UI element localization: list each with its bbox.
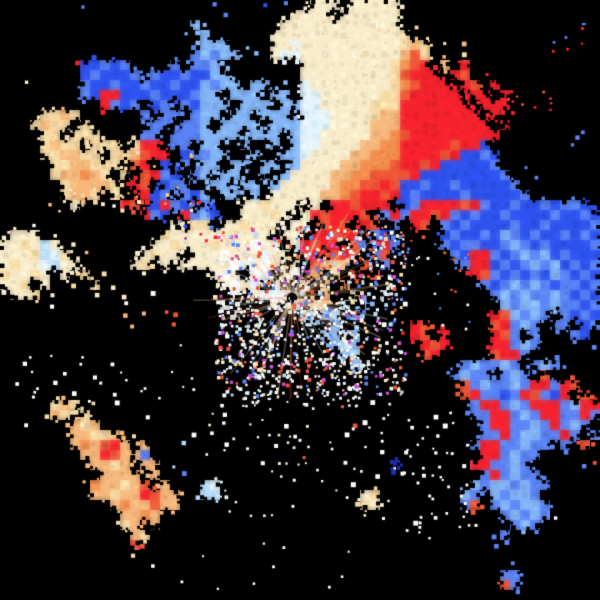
radar-velocity-image xyxy=(0,0,600,600)
radar-display xyxy=(0,0,600,600)
